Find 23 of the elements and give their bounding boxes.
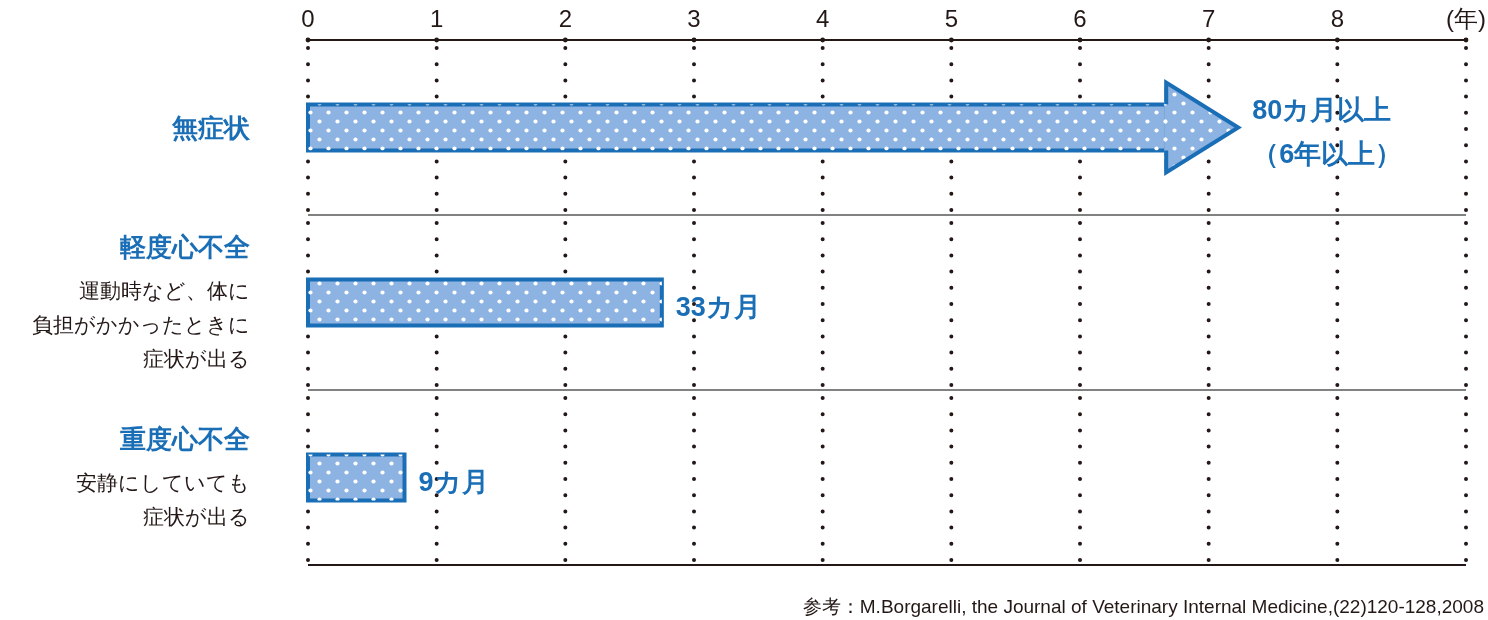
x-tick-label: 5 [944,4,958,32]
y-tick-label: 軽度心不全 [120,231,250,262]
annotation: 80カ月以上 [1252,94,1392,125]
annotation: 33カ月 [675,291,761,322]
annotation: 症状が出る [143,505,250,528]
x-tick-label: 3 [687,4,701,32]
x-axis-title: (年) [1446,4,1486,32]
x-tick-label: 6 [1073,4,1087,32]
x-tick-label: 8 [1330,4,1344,32]
y-tick-label: 無症状 [172,112,250,143]
x-tick-label: 7 [1202,4,1216,32]
annotation: 参考：M.Borgarelli, the Journal of Veterinary Internal Medicine,(22)120-128,2008 [802,595,1484,617]
x-tick-label: 4 [816,4,830,32]
annotation: 症状が出る [143,347,250,370]
x-tick-label: 1 [430,4,444,32]
annotation: （6年以上） [1252,138,1403,169]
annotation: 安静にしていても [76,471,250,494]
annotation: 9カ月 [418,466,489,497]
y-tick-label: 重度心不全 [120,423,250,454]
annotation: 負担がかかったときに [32,313,250,336]
x-tick-label: 0 [301,4,315,32]
annotation: 運動時など、体に [79,279,250,302]
x-tick-label: 2 [558,4,572,32]
